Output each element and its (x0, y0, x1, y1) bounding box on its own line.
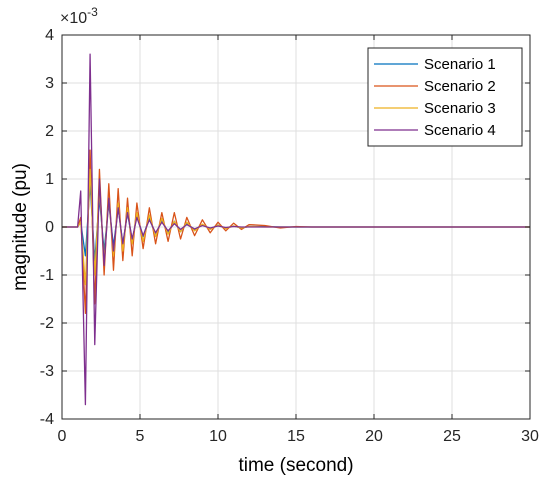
y-exponent-base: ×10 (60, 10, 87, 27)
y-tick-label: -1 (40, 267, 54, 284)
x-tick-label: 10 (209, 428, 227, 445)
legend-label-2: Scenario 2 (424, 78, 496, 95)
x-axis-title: time (second) (238, 455, 353, 476)
series-layer (62, 53, 530, 406)
y-tick-label: 3 (45, 75, 54, 92)
y-tick-label: 4 (45, 27, 54, 44)
legend: Scenario 1 Scenario 2 Scenario 3 Scenario 4 (367, 47, 523, 147)
x-tick-label: 0 (58, 428, 67, 445)
y-exponent-label: ×10-3 (60, 5, 98, 27)
x-tick-label: 15 (287, 428, 305, 445)
y-tick-label: 2 (45, 123, 54, 140)
y-exponent-power: -3 (87, 5, 98, 19)
ticks (61, 34, 531, 420)
legend-label-1: Scenario 1 (424, 56, 496, 73)
x-tick-label: 25 (443, 428, 461, 445)
series-line-4 (62, 53, 530, 406)
legend-label-4: Scenario 4 (424, 122, 496, 139)
y-tick-label: 1 (45, 171, 54, 188)
y-tick-label: 0 (45, 219, 54, 236)
y-tick-label: -2 (40, 315, 54, 332)
legend-label-3: Scenario 3 (424, 100, 496, 117)
y-axis-title: magnitude (pu) (10, 163, 31, 291)
y-tick-label: -4 (40, 411, 54, 428)
y-tick-label: -3 (40, 363, 54, 380)
x-tick-label: 30 (521, 428, 539, 445)
x-tick-label: 5 (136, 428, 145, 445)
x-tick-label: 20 (365, 428, 383, 445)
